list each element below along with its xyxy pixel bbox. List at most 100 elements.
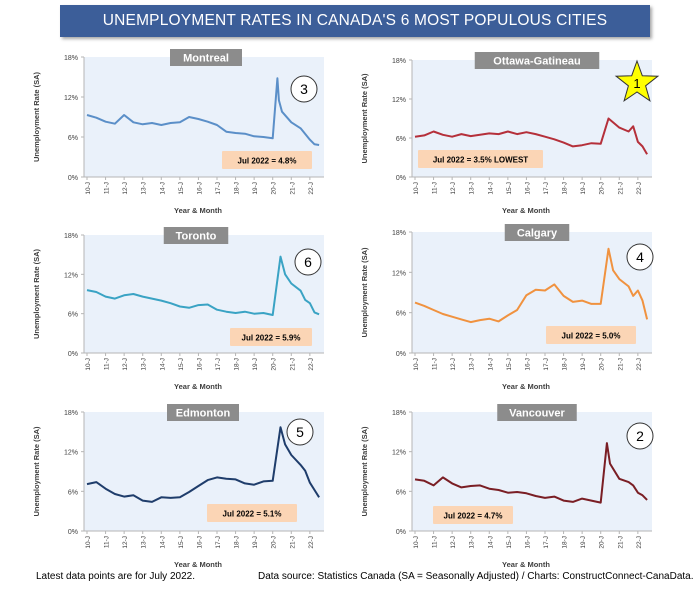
x-tick-label: 19-J (580, 358, 587, 371)
y-tick-label: 18% (392, 410, 406, 417)
x-tick-label: 11-J (432, 536, 439, 548)
x-tick-label: 12-J (450, 182, 457, 195)
rank-number: 1 (633, 76, 640, 91)
series-line (414, 442, 648, 504)
x-tick-label: 14-J (487, 182, 494, 195)
city-name: Edmonton (176, 408, 231, 420)
y-tick-label: 12% (64, 95, 78, 102)
x-tick-label: 18-J (234, 536, 241, 549)
x-tick-label: 10-J (85, 536, 92, 549)
x-tick-label: 22-J (308, 358, 315, 371)
rank-number: 6 (304, 254, 312, 270)
x-tick-label: 20-J (599, 358, 606, 371)
x-tick-label: 22-J (636, 182, 643, 195)
x-tick-label: 11-J (104, 182, 111, 194)
x-tick-label: 17-J (215, 536, 222, 549)
x-tick-label: 14-J (159, 358, 166, 371)
rank-number: 4 (636, 249, 644, 265)
series-line (414, 117, 648, 155)
x-tick-label: 19-J (252, 358, 259, 371)
city-name: Toronto (176, 231, 217, 243)
annotation-text: Jul 2022 = 5.1% (223, 510, 282, 519)
x-axis-title: Year & Month (502, 382, 550, 391)
x-axis-title: Year & Month (502, 560, 550, 569)
x-tick-label: 10-J (413, 182, 420, 195)
annotation-box (433, 506, 513, 524)
y-axis-title: Unemployment Rate (SA) (32, 71, 41, 162)
y-tick-label: 12% (392, 270, 406, 277)
x-tick-label: 15-J (506, 358, 513, 371)
x-axis-title: Year & Month (174, 382, 222, 391)
rank-number: 5 (296, 424, 304, 440)
city-tag-box (474, 52, 600, 69)
y-tick-label: 0% (396, 351, 406, 358)
y-tick-label: 0% (68, 529, 78, 536)
x-tick-label: 15-J (506, 536, 513, 549)
x-tick-label: 21-J (617, 358, 624, 371)
y-tick-label: 0% (396, 529, 406, 536)
rank-circle-icon (626, 422, 654, 450)
annotation-text: Jul 2022 = 5.9% (242, 334, 301, 343)
annotation-box (418, 150, 543, 168)
rank-circle-icon (626, 243, 654, 271)
y-tick-label: 6% (396, 311, 406, 318)
y-tick-label: 12% (64, 272, 78, 279)
x-tick-label: 20-J (271, 182, 278, 195)
x-tick-label: 13-J (469, 182, 476, 195)
annotation-text: Jul 2022 = 4.8% (238, 157, 297, 166)
x-tick-label: 21-J (617, 182, 624, 195)
x-tick-label: 22-J (308, 536, 315, 549)
x-tick-label: 15-J (506, 182, 513, 195)
x-tick-label: 18-J (562, 536, 569, 549)
x-tick-label: 14-J (487, 358, 494, 371)
city-tag-box (497, 404, 577, 421)
y-tick-label: 18% (64, 233, 78, 240)
y-tick-label: 6% (396, 136, 406, 143)
x-tick-label: 12-J (122, 536, 129, 549)
x-tick-label: 21-J (289, 358, 296, 371)
x-tick-label: 13-J (141, 182, 148, 195)
x-tick-label: 11-J (432, 182, 439, 194)
series-line (86, 77, 320, 146)
x-tick-label: 10-J (413, 536, 420, 549)
footnote-data-source: Data source: Statistics Canada (SA = Sea… (258, 571, 694, 582)
city-tag-box (170, 49, 242, 66)
x-tick-label: 19-J (252, 182, 259, 195)
footnote-latest-data: Latest data points are for July 2022. (36, 571, 195, 582)
y-tick-label: 6% (396, 489, 406, 496)
x-tick-label: 14-J (487, 536, 494, 549)
x-tick-label: 12-J (450, 358, 457, 371)
rank-circle-icon (286, 418, 314, 446)
chart-calgary: 0% 6% 12% 18% 10-J 11-J 12-J 13-J 14-J 15-J 16-J 17… (360, 224, 654, 391)
x-tick-label: 22-J (636, 536, 643, 549)
city-name: Ottawa-Gatineau (493, 56, 580, 68)
page-title-banner: UNEMPLOYMENT RATES IN CANADA'S 6 MOST PO… (60, 5, 650, 37)
y-axis-title: Unemployment Rate (SA) (360, 247, 369, 338)
x-tick-label: 16-J (524, 182, 531, 195)
x-tick-label: 14-J (159, 536, 166, 549)
y-tick-label: 18% (392, 230, 406, 237)
y-tick-label: 12% (392, 97, 406, 104)
x-tick-label: 22-J (308, 182, 315, 195)
city-name: Vancouver (509, 408, 565, 420)
x-tick-label: 16-J (196, 182, 203, 195)
annotation-box (230, 328, 312, 346)
chart-montreal: 0% 6% 12% 18% 10-J 11-J 12-J 13-J 14-J 15-J 16-J 17… (32, 49, 324, 215)
page-title: UNEMPLOYMENT RATES IN CANADA'S 6 MOST PO… (102, 12, 608, 29)
x-tick-label: 21-J (289, 182, 296, 195)
x-tick-label: 13-J (141, 536, 148, 549)
x-tick-label: 10-J (85, 358, 92, 371)
chart-edmonton: 0% 6% 12% 18% 10-J 11-J 12-J 13-J 14-J 15-J 16-J 17… (32, 404, 324, 569)
x-tick-label: 11-J (432, 358, 439, 370)
y-tick-label: 6% (68, 489, 78, 496)
x-tick-label: 10-J (85, 182, 92, 195)
x-tick-label: 13-J (469, 358, 476, 371)
chart-vancouver: 0% 6% 12% 18% 10-J 11-J 12-J 13-J 14-J 15-J 16-J 17… (360, 404, 654, 569)
annotation-text: Jul 2022 = 5.0% (562, 332, 621, 341)
x-tick-label: 16-J (196, 358, 203, 371)
x-tick-label: 16-J (524, 536, 531, 549)
city-tag-box (163, 227, 229, 244)
x-tick-label: 19-J (580, 182, 587, 195)
city-tag-box (167, 404, 239, 421)
